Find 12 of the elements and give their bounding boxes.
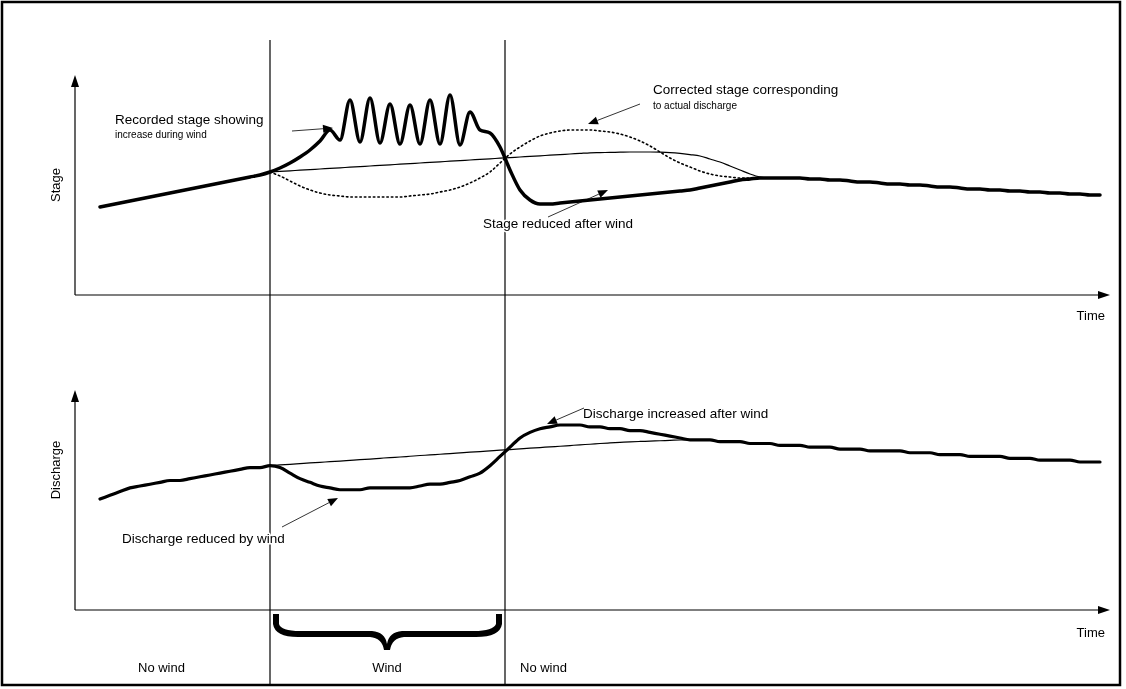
text: No wind bbox=[138, 660, 185, 675]
annotation: increase during wind bbox=[115, 129, 207, 140]
text: Wind bbox=[372, 660, 402, 675]
x-axis-title: Time bbox=[1076, 625, 1105, 640]
text: Discharge increased after wind bbox=[583, 406, 769, 421]
text: No wind bbox=[520, 660, 567, 675]
annotation: Corrected stage corresponding bbox=[653, 82, 839, 97]
x-axis-title: Time bbox=[1076, 308, 1105, 323]
y-axis-title: Stage bbox=[48, 168, 63, 202]
annotation: to actual discharge bbox=[653, 100, 738, 111]
y-axis-title: Discharge bbox=[48, 440, 63, 500]
annotation: Recorded stage showing bbox=[115, 112, 264, 127]
